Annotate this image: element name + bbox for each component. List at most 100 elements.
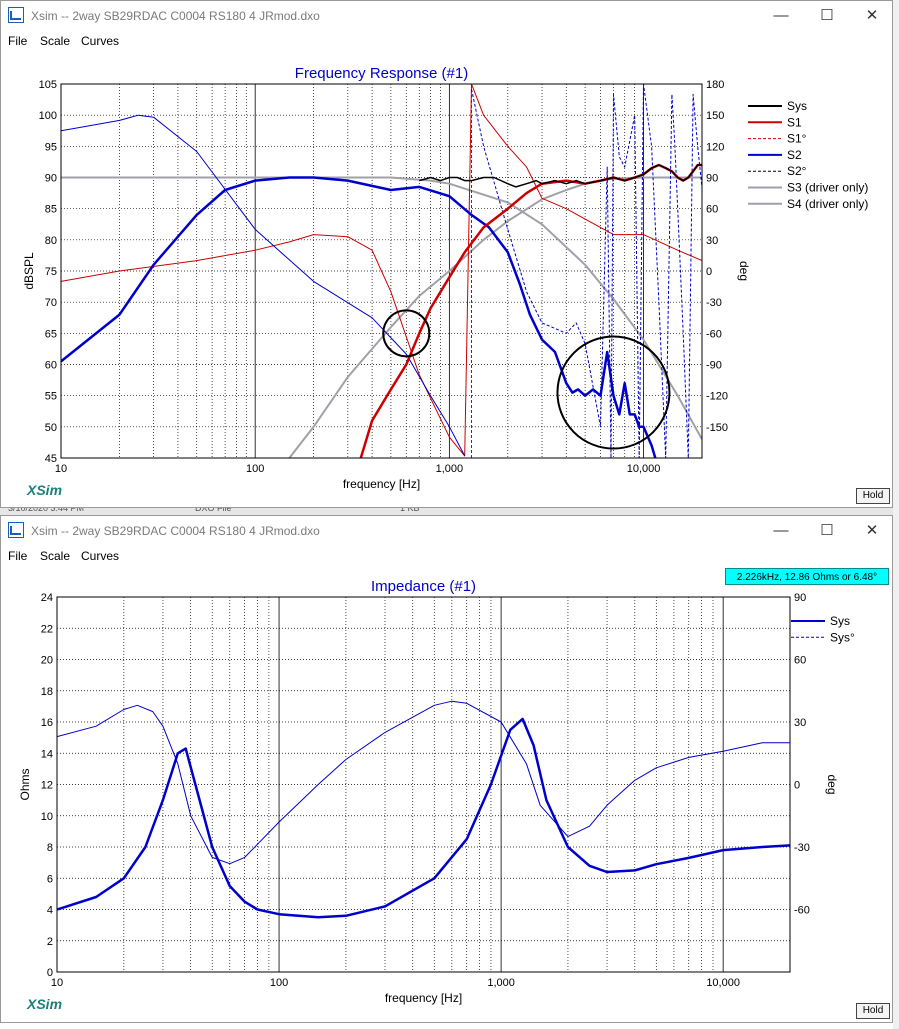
minimize-button[interactable]: — (773, 7, 789, 24)
desktop-edge (893, 0, 899, 1029)
y2-tick-label: -90 (706, 360, 722, 372)
y2-tick-label: -30 (706, 297, 722, 309)
y-tick-label: 55 (45, 391, 57, 403)
y-tick-label: 22 (41, 623, 53, 635)
menu-file[interactable]: File (8, 34, 28, 48)
legend-label: Sys (830, 614, 850, 628)
x-tick-label: 10 (55, 463, 67, 475)
y-tick-label: 24 (41, 592, 53, 604)
app-icon (8, 522, 24, 538)
menu-bar: File Scale Curves (1, 546, 892, 566)
window-title: Xsim -- 2way SB29RDAC C0004 RS180 4 JRmo… (31, 9, 320, 23)
y-tick-label: 60 (45, 360, 57, 372)
menu-file[interactable]: File (8, 549, 28, 563)
plot-frame (56, 596, 791, 973)
menu-curves[interactable]: Curves (81, 549, 120, 563)
x-tick-label: 1,000 (436, 463, 464, 475)
y2-tick-label: -60 (706, 328, 722, 340)
y-tick-label: 105 (39, 79, 57, 91)
y-gridlines (61, 114, 702, 428)
y-tick-label: 18 (41, 686, 53, 698)
x-tick-label: 100 (246, 463, 264, 475)
hold-button[interactable]: Hold (856, 488, 890, 504)
window-title: Xsim -- 2way SB29RDAC C0004 RS180 4 JRmo… (31, 524, 320, 538)
legend-label: S3 (driver only) (787, 181, 868, 195)
app-icon (8, 7, 24, 23)
y2-tick-label: 60 (706, 204, 718, 216)
title-bar[interactable]: Xsim -- 2way SB29RDAC C0004 RS180 4 JRmo… (1, 516, 892, 546)
y-tick-label: 14 (41, 748, 53, 760)
menu-scale[interactable]: Scale (40, 549, 71, 563)
hold-button[interactable]: Hold (856, 1003, 890, 1019)
chart-title: Impedance (#1) (371, 578, 476, 595)
minimize-button[interactable]: — (773, 522, 789, 539)
y2-tick-label: 30 (794, 717, 806, 729)
y-axis-label: Ohms (18, 768, 32, 800)
series-line-s2 (61, 176, 657, 458)
series-line-s2-phase (61, 114, 466, 457)
series-line-sys (419, 164, 702, 188)
series-line-sys-phase (57, 700, 790, 865)
y2-tick-label: 60 (794, 655, 806, 667)
background-size-text: 1 KB (400, 503, 420, 513)
legend-label: S2 (787, 148, 802, 162)
x-axis-label: frequency [Hz] (343, 477, 420, 491)
y2-tick-label: -30 (794, 842, 810, 854)
y-tick-label: 20 (41, 655, 53, 667)
maximize-button[interactable]: ☐ (820, 522, 834, 539)
y2-tick-label: 0 (706, 266, 712, 278)
background-date-text: 3/10/2020 3:44 PM (8, 503, 85, 513)
x-tick-label: 10,000 (706, 977, 740, 989)
frequency-response-chart: Frequency Response (#1) 10 100 1,000 10,000 4… (22, 65, 868, 491)
legend-label: S1° (787, 132, 807, 146)
y-tick-label: 85 (45, 204, 57, 216)
legend-label: Sys (787, 99, 807, 113)
close-button[interactable]: ✕ (865, 7, 879, 24)
x-axis-label: frequency [Hz] (385, 991, 462, 1005)
menu-curves[interactable]: Curves (81, 34, 120, 48)
y2-tick-label: -60 (794, 905, 810, 917)
y2-tick-label: 90 (794, 592, 806, 604)
y2-tick-label: 0 (794, 780, 800, 792)
y-tick-label: 4 (47, 905, 53, 917)
title-bar[interactable]: Xsim -- 2way SB29RDAC C0004 RS180 4 JRmo… (1, 1, 892, 31)
y2-tick-label: 120 (706, 141, 724, 153)
series-line-sys (57, 717, 790, 919)
legend-label: Sys° (830, 630, 855, 644)
legend: Sys Sys° (791, 614, 855, 644)
close-button[interactable]: ✕ (865, 522, 879, 539)
background-type-text: DXO File (195, 503, 232, 513)
y-gridlines (57, 627, 790, 942)
x-tick-label: 1,000 (487, 977, 515, 989)
annotation-circle (382, 309, 431, 358)
menu-scale[interactable]: Scale (40, 34, 71, 48)
legend-label: S2° (787, 164, 807, 178)
y2-tick-label: -150 (706, 422, 728, 434)
y-tick-label: 50 (45, 422, 57, 434)
y-axis-label: dBSPL (22, 252, 36, 290)
y-tick-label: 45 (45, 453, 57, 465)
legend: Sys S1 S1° S2 S2° S3 (driver only) S4 (driver … (748, 99, 868, 211)
y-tick-label: 75 (45, 266, 57, 278)
y2-axis-label: deg (737, 261, 751, 281)
y-tick-label: 0 (47, 967, 53, 979)
series-line-s3-driver-only (61, 176, 702, 440)
y2-tick-label: 90 (706, 173, 718, 185)
legend-label: S4 (driver only) (787, 197, 868, 211)
y-tick-label: 12 (41, 780, 53, 792)
chart-title: Frequency Response (#1) (295, 65, 468, 82)
x-tick-label: 100 (270, 977, 288, 989)
x-tick-label: 10 (51, 977, 63, 989)
y-tick-label: 2 (47, 936, 53, 948)
series-group (61, 84, 702, 458)
xsim-logo: XSim (27, 482, 63, 498)
y-tick-label: 95 (45, 141, 57, 153)
impedance-chart: Impedance (#1)10 100 1,000 10,0000246810121… (18, 578, 855, 1005)
legend-label: S1 (787, 115, 802, 129)
maximize-button[interactable]: ☐ (820, 7, 834, 24)
y-tick-label: 10 (41, 811, 53, 823)
y2-tick-label: 150 (706, 110, 724, 122)
y-tick-label: 65 (45, 328, 57, 340)
y-tick-label: 8 (47, 842, 53, 854)
y2-axis-label: deg (825, 774, 839, 794)
